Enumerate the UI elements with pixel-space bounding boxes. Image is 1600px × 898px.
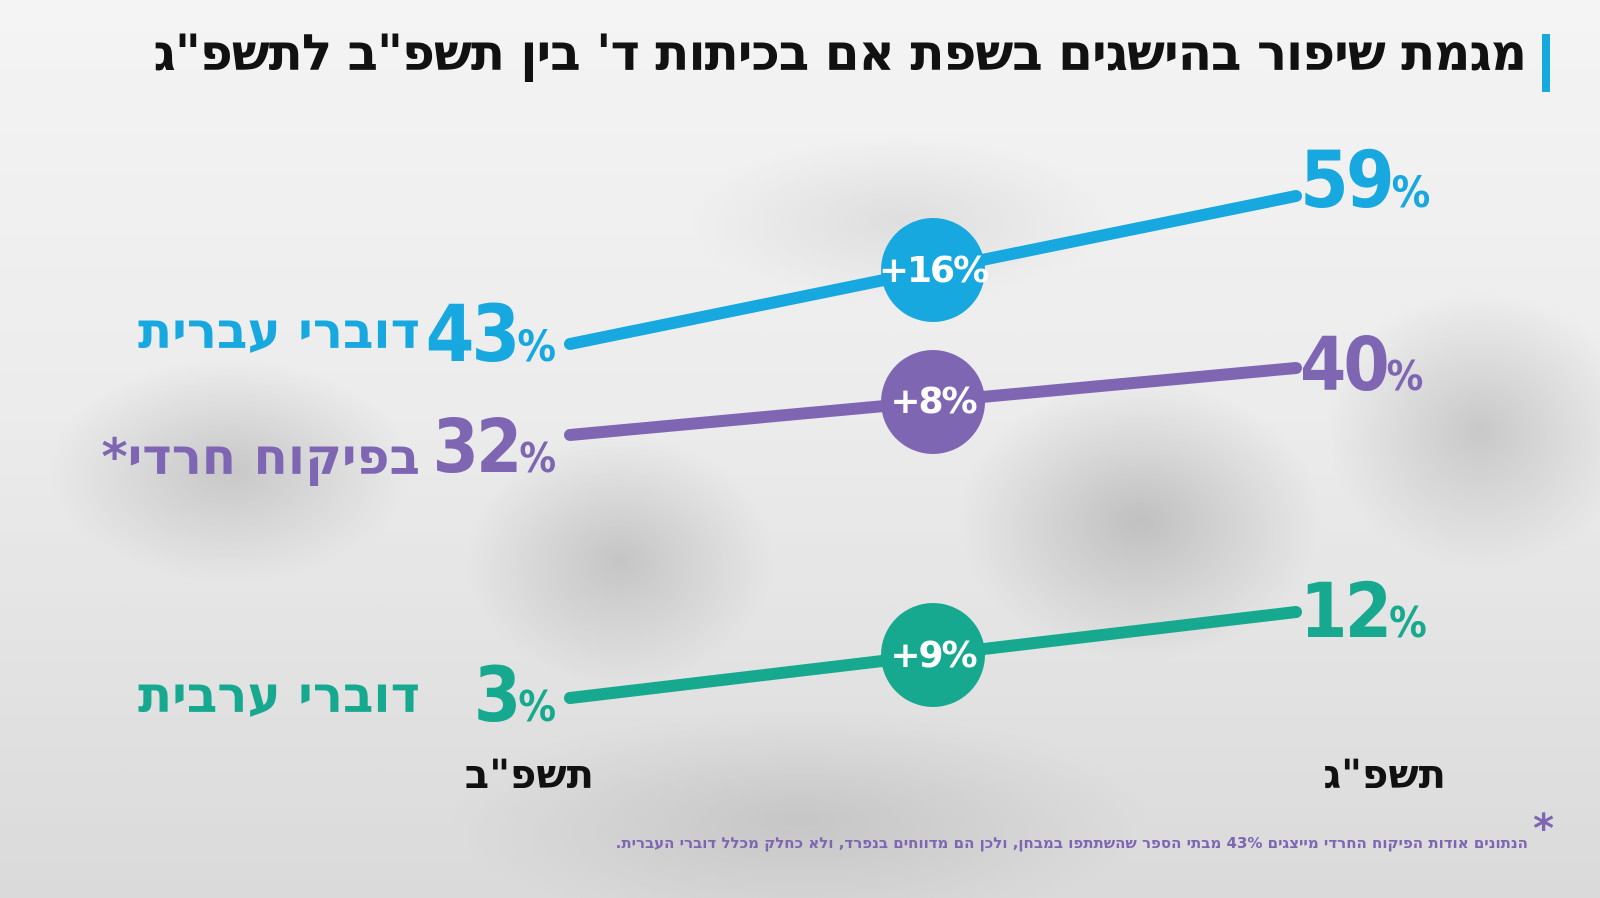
change-bubble-arabic: +9%: [881, 603, 985, 707]
data-label-start-hebrew: 43%: [425, 290, 556, 380]
series-label-haredi: בפיקוח חרדי*: [101, 428, 420, 486]
data-label-end-arabic: 12%: [1300, 566, 1427, 655]
x-axis-label-end: תשפ"ג: [1323, 752, 1446, 798]
series-label-arabic: דוברי ערבית: [137, 666, 420, 724]
footnote-asterisk: *: [1533, 806, 1554, 852]
title-accent-bar: [1542, 34, 1550, 92]
data-label-end-hebrew: 59%: [1300, 136, 1431, 226]
change-bubble-haredi: +8%: [881, 349, 985, 454]
x-axis-label-start: תשפ"ב: [464, 752, 594, 798]
change-bubble-hebrew: +16%: [879, 218, 989, 322]
series-label-hebrew: דוברי עברית: [137, 302, 420, 360]
data-label-start-haredi: 32%: [432, 404, 556, 490]
data-label-end-haredi: 40%: [1300, 322, 1424, 408]
chart-title: מגמת שיפור בהישגים בשפת אם בכיתות ד' בין…: [153, 24, 1527, 82]
footnote-text: הנתונים אודות הפיקוח החרדי מייצגים 43% מ…: [615, 834, 1528, 852]
data-label-start-arabic: 3%: [473, 650, 556, 739]
